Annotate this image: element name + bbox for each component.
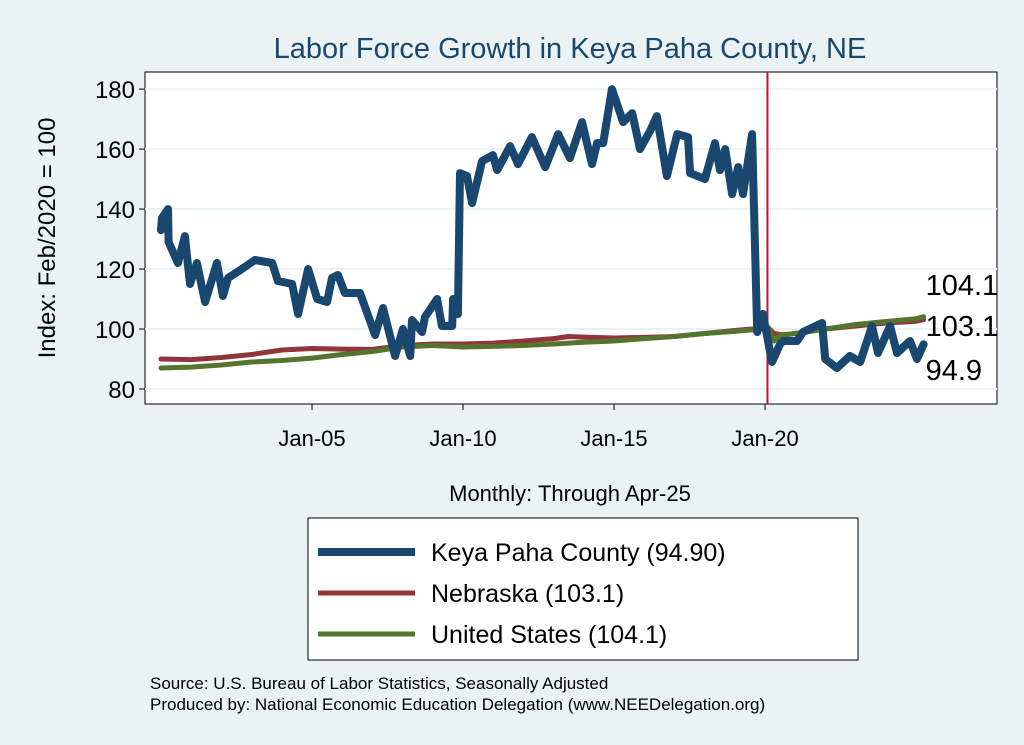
y-tick-label: 160 <box>95 137 135 164</box>
legend-label-1: Nebraska (103.1) <box>431 580 624 608</box>
y-axis-label: Index: Feb/2020 = 100 <box>34 118 61 359</box>
plot-area <box>144 71 998 405</box>
legend-label-0: Keya Paha County (94.90) <box>431 539 726 567</box>
legend-label-2: United States (104.1) <box>431 621 667 649</box>
series-line-0 <box>157 85 928 372</box>
end-label-united-states: 104.1 <box>926 270 999 302</box>
x-tick-label: Jan-15 <box>580 426 647 451</box>
y-tick-label: 120 <box>95 257 135 284</box>
y-tick-label: 80 <box>108 377 135 404</box>
x-tick-label: Jan-20 <box>731 426 798 451</box>
chart-title: Labor Force Growth in Keya Paha County, … <box>274 33 867 65</box>
x-axis-label: Monthly: Through Apr-25 <box>449 481 691 506</box>
y-tick-label: 100 <box>95 317 135 344</box>
x-tick-label: Jan-05 <box>278 426 345 451</box>
y-tick-label: 140 <box>95 197 135 224</box>
y-tick-label: 180 <box>95 77 135 104</box>
source-note: Source: U.S. Bureau of Labor Statistics,… <box>150 674 608 693</box>
x-tick-label: Jan-10 <box>429 426 496 451</box>
end-label-keya-paha: 94.9 <box>926 355 982 387</box>
produced-by-note: Produced by: National Economic Education… <box>150 695 765 714</box>
end-label-nebraska: 103.1 <box>926 311 999 343</box>
